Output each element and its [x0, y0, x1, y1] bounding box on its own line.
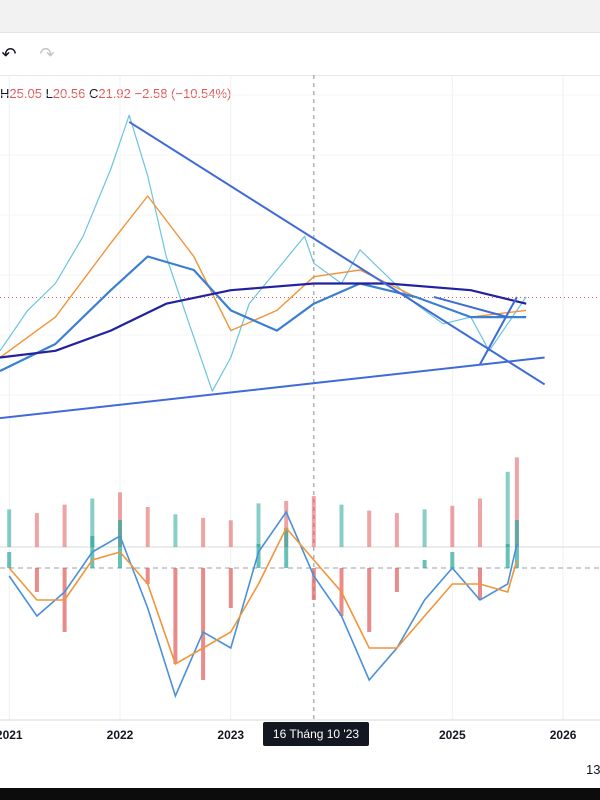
- volume-bar: [394, 513, 399, 547]
- legend-c-label: C: [88, 86, 99, 101]
- legend-c-value: 21.92: [98, 86, 131, 101]
- histogram-bar: [422, 560, 427, 568]
- grid-layer: [0, 75, 600, 721]
- browser-top-bar: [0, 0, 600, 33]
- ohlc-legend: H25.05 L20.56 C21.92 −2.58 (−10.54%): [0, 86, 231, 101]
- volume-bar: [256, 503, 261, 547]
- volume-bar: [422, 509, 427, 547]
- price-panel: [0, 114, 546, 420]
- legend-l-value: 20.56: [52, 86, 86, 101]
- legend-h-label: H: [0, 86, 10, 101]
- chart-canvas[interactable]: 2021 2022 2023 2025 2026: [0, 75, 600, 788]
- redo-icon[interactable]: ↷: [39, 43, 55, 64]
- histogram-bar: [118, 520, 122, 568]
- histogram-bar: [201, 568, 206, 680]
- histogram-bar: [367, 568, 372, 632]
- volume-bar: [478, 498, 482, 547]
- volume-bar: [505, 471, 510, 547]
- x-tick-label-2025: 2025: [439, 728, 466, 742]
- chart-toolbar: ↶ ↷: [0, 33, 600, 76]
- bottom-strip: [0, 788, 600, 800]
- oscillator-line-1: [8, 510, 518, 699]
- histogram-bar: [284, 528, 289, 568]
- histogram-bar: [7, 552, 12, 568]
- histogram-bar: [173, 568, 178, 664]
- volume-bar: [201, 517, 206, 547]
- x-axis: 2021 2022 2023 2025 2026: [0, 728, 577, 742]
- bollinger-mid-series: [0, 195, 527, 359]
- volume-panel: [7, 457, 519, 547]
- oscillator-line-2: [8, 526, 518, 666]
- volume-bar: [118, 492, 122, 547]
- volume-bar: [367, 510, 372, 547]
- histogram-bar: [394, 568, 399, 592]
- corner-text: 13: [586, 762, 600, 777]
- volume-bar: [339, 504, 344, 547]
- histogram-bar: [228, 568, 233, 608]
- oscillator-panel: [7, 510, 519, 699]
- legend-h-value: 25.05: [9, 86, 42, 101]
- histogram-bar: [505, 544, 510, 568]
- trendline-3: [433, 295, 508, 319]
- volume-bar: [311, 496, 316, 547]
- histogram-bar: [34, 568, 39, 592]
- x-tick-label-2021: 2021: [0, 728, 23, 742]
- legend-change: −2.58 (−10.54%): [134, 86, 232, 101]
- trendline-1: [128, 121, 546, 386]
- x-tick-label-2026: 2026: [550, 728, 577, 742]
- volume-bar: [62, 504, 67, 547]
- histogram-bar: [256, 544, 261, 568]
- x-tick-label-2023: 2023: [217, 728, 244, 742]
- close-price-series: [0, 114, 527, 392]
- legend-l-label: L: [45, 86, 53, 101]
- trendline-2: [0, 356, 545, 420]
- volume-bar: [514, 457, 519, 547]
- volume-bar: [450, 505, 455, 547]
- histogram-bar: [145, 568, 150, 584]
- volume-bar: [7, 509, 12, 547]
- volume-bar: [34, 513, 39, 547]
- x-tick-label-2022: 2022: [107, 728, 134, 742]
- volume-bar: [228, 520, 233, 547]
- trendline-4: [479, 296, 518, 365]
- undo-icon[interactable]: ↶: [1, 43, 17, 64]
- volume-bar: [145, 507, 150, 547]
- volume-bar: [90, 498, 95, 547]
- histogram-bar: [450, 552, 455, 568]
- volume-bar: [284, 500, 289, 547]
- histogram-bar: [311, 568, 316, 600]
- ma-long-series: [0, 282, 527, 359]
- volume-bar: [173, 514, 178, 547]
- ma-medium-series: [0, 255, 527, 372]
- crosshair-date-label: 16 Tháng 10 '23: [263, 722, 369, 746]
